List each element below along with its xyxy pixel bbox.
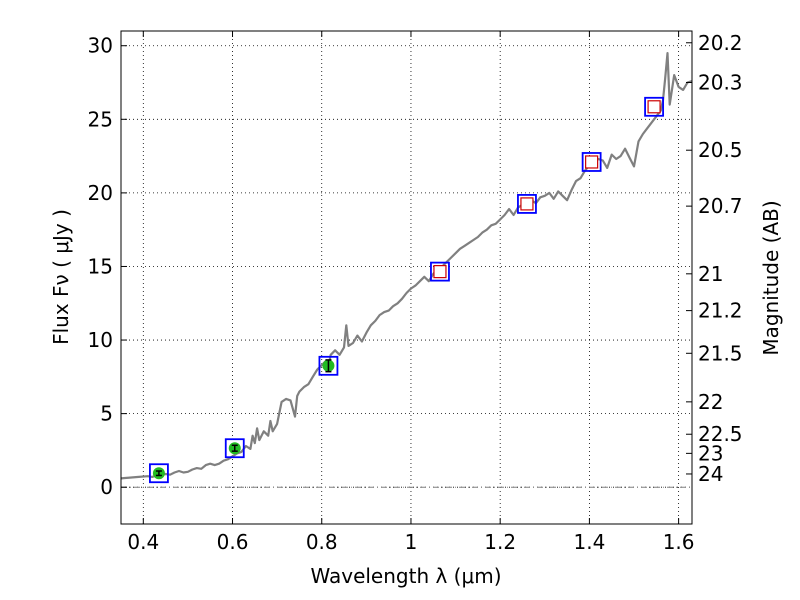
model-flux-box — [517, 194, 537, 214]
mag-tick-label: 20.3 — [698, 71, 743, 95]
grid — [121, 31, 692, 524]
photometry-points — [149, 96, 664, 484]
spectrum-line — [120, 52, 693, 480]
y-tick-label: 0 — [100, 475, 113, 499]
mag-tick-label: 21 — [698, 262, 723, 286]
predicted-flux-point — [647, 100, 661, 114]
y-tick-label: 25 — [88, 107, 113, 131]
mag-tick-label: 21.2 — [698, 299, 743, 323]
model-flux-box — [224, 438, 245, 459]
y-tick-label: 20 — [88, 181, 113, 205]
model-flux-box — [430, 261, 450, 282]
x-tick-label: 1.4 — [573, 530, 605, 554]
x-tick-label: 1.6 — [663, 530, 695, 554]
x-tick-label: 0.8 — [306, 530, 338, 554]
x-axis-ticks: 0.4 0.6 0.8 1 1.2 1.4 1.6 — [127, 31, 695, 554]
mag-tick-label: 20.5 — [698, 138, 743, 162]
x-tick-label: 1.2 — [484, 530, 516, 554]
model-flux-box — [318, 355, 339, 376]
y-axis-ticks: 0 5 10 15 20 25 30 — [88, 34, 127, 499]
mag-tick-label: 22 — [698, 390, 723, 414]
x-axis-label: Wavelength λ (μm) — [310, 564, 501, 588]
model-flux-box — [581, 152, 602, 172]
y-tick-label: 5 — [100, 402, 113, 426]
model-flux-box — [644, 96, 664, 117]
x-tick-label: 0.6 — [217, 530, 249, 554]
y-axis-label: Flux Fν ( μJy ) — [49, 209, 73, 345]
mag-tick-label: 21.5 — [698, 341, 743, 365]
y-tick-label: 10 — [88, 328, 113, 352]
mag-tick-label: 22.5 — [698, 422, 743, 446]
mag-tick-label: 24 — [698, 462, 723, 486]
y2-axis-label: Magnitude (AB) — [759, 200, 783, 355]
y-tick-label: 15 — [88, 254, 113, 278]
mag-tick-label: 20.2 — [698, 31, 743, 55]
mag-tick-label: 20.7 — [698, 194, 743, 218]
predicted-flux-point — [520, 197, 534, 211]
plot-frame — [120, 30, 693, 525]
mag-tick-label: 23 — [698, 441, 723, 465]
predicted-flux-point — [585, 155, 599, 169]
y-tick-label: 30 — [88, 34, 113, 58]
model-flux-box — [149, 463, 169, 484]
spectrum — [120, 52, 693, 480]
predicted-flux-point — [433, 265, 447, 279]
x-tick-label: 0.4 — [127, 530, 159, 554]
x-tick-label: 1 — [405, 530, 418, 554]
